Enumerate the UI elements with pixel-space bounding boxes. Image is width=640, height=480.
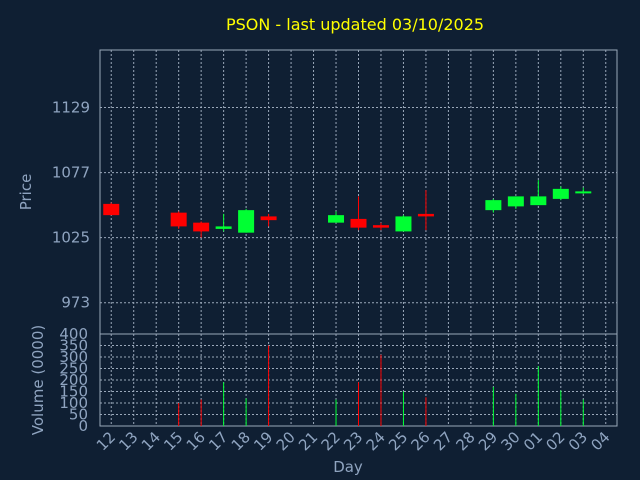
- candle-body: [350, 218, 367, 228]
- candle-body: [103, 203, 120, 216]
- candle: [395, 215, 412, 232]
- candle: [350, 196, 367, 231]
- chart-title: PSON - last updated 03/10/2025: [226, 15, 484, 34]
- x-axis-label: Day: [333, 458, 363, 476]
- candle: [170, 211, 187, 229]
- volume-tick-label: 200: [59, 371, 88, 389]
- volume-tick-label: 400: [59, 325, 88, 343]
- volume-tick-label: 50: [69, 406, 88, 424]
- candle-body: [395, 216, 412, 232]
- price-tick-label: 1025: [52, 229, 90, 247]
- x-axis-ticks: 1213141516171819202122232425262728293001…: [93, 428, 614, 454]
- price-axis-label: Price: [17, 174, 35, 211]
- candle-body: [238, 210, 255, 233]
- volume-tick-label: 300: [59, 348, 88, 366]
- candle: [260, 213, 277, 227]
- volume-tick-label: 350: [59, 337, 88, 355]
- x-tick-label: 04: [587, 428, 613, 454]
- candle-body: [507, 196, 524, 207]
- candle: [552, 186, 569, 201]
- candle: [372, 222, 389, 231]
- candle: [530, 180, 547, 206]
- volume-tick-label: 250: [59, 360, 88, 378]
- volume-axis-label: Volume (0000): [29, 325, 47, 435]
- candle: [485, 198, 502, 213]
- candle-body: [215, 226, 232, 229]
- candle-body: [260, 216, 277, 221]
- price-y-ticks: 973 1025 1077 1129: [52, 99, 90, 312]
- candle-body: [575, 191, 592, 194]
- candle-body: [530, 196, 547, 206]
- candle: [103, 202, 120, 216]
- candle: [575, 187, 592, 194]
- volume-tick-label: 0: [78, 417, 88, 435]
- candle-body: [170, 212, 187, 227]
- price-tick-label: 973: [61, 294, 90, 312]
- candle-body: [372, 225, 389, 228]
- candle-body: [485, 200, 502, 211]
- volume-tick-label: 150: [59, 383, 88, 401]
- candle: [238, 208, 255, 233]
- price-tick-label: 1129: [52, 99, 90, 117]
- candle: [417, 190, 434, 231]
- candle: [215, 213, 232, 232]
- price-tick-label: 1077: [52, 164, 90, 182]
- volume-tick-label: 100: [59, 394, 88, 412]
- candle-body: [328, 215, 345, 223]
- candle: [193, 221, 210, 238]
- candle: [328, 211, 345, 223]
- candle-body: [193, 222, 210, 232]
- candles: [103, 180, 592, 238]
- candle-body: [552, 188, 569, 199]
- candle-body: [417, 213, 434, 217]
- volume-bars: [178, 345, 584, 426]
- price-grid: [100, 50, 617, 334]
- candle: [507, 196, 524, 209]
